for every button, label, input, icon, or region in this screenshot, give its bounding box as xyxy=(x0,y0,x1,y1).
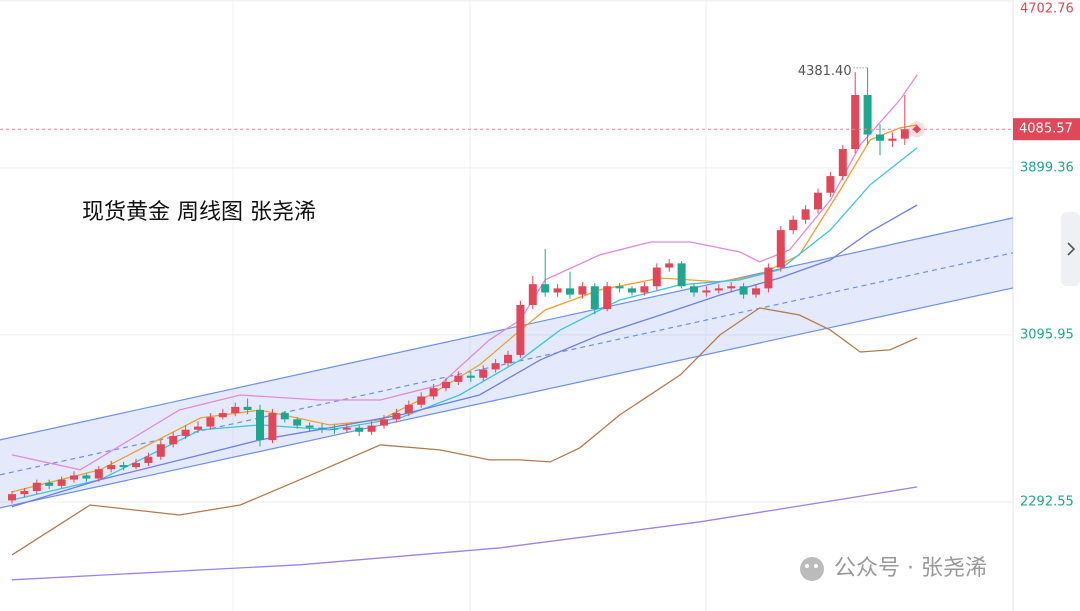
candle-body xyxy=(652,267,661,287)
candle-body xyxy=(218,413,227,418)
candle-body xyxy=(615,286,624,289)
candle-body xyxy=(181,429,190,436)
candle-body xyxy=(863,95,872,135)
candle-body xyxy=(454,375,463,382)
candle-body xyxy=(45,482,54,486)
y-tick-label: 4702.76 xyxy=(1020,2,1074,17)
candle-body xyxy=(504,354,512,364)
icon-dot xyxy=(814,564,818,568)
y-tick-label: 3899.36 xyxy=(1020,160,1074,175)
chevron[interactable] xyxy=(1067,242,1076,256)
candle-body xyxy=(677,263,686,287)
ma-line xyxy=(11,486,918,581)
candle-body xyxy=(256,409,264,441)
candle-body xyxy=(355,427,364,432)
candle-body xyxy=(541,284,550,293)
candle-body xyxy=(132,462,140,468)
candle-body xyxy=(417,396,426,405)
candle-body xyxy=(231,406,240,414)
candle-body xyxy=(156,444,165,457)
candle-body xyxy=(280,413,289,420)
candle-body xyxy=(305,425,314,428)
candle-body xyxy=(293,419,302,426)
ma-line xyxy=(11,307,918,556)
candle-body xyxy=(57,479,66,486)
candle-body xyxy=(107,465,116,470)
candle-body xyxy=(194,426,202,430)
ma-line xyxy=(11,204,918,508)
candle-body xyxy=(516,304,525,355)
y-tick-label: 3095.95 xyxy=(1020,327,1074,342)
icon-dot xyxy=(805,564,809,568)
candle-body xyxy=(851,95,860,150)
candle-body xyxy=(404,404,413,414)
y-tick-label: 2292.55 xyxy=(1020,494,1074,509)
candle-body xyxy=(553,288,562,293)
candle-body xyxy=(70,475,78,480)
chart-title: 现货黄金 周线图 张尧浠 xyxy=(82,200,316,225)
candle-body xyxy=(640,286,649,293)
candle-body xyxy=(826,176,835,193)
candle-body xyxy=(119,465,128,468)
ma-line xyxy=(11,74,918,471)
candle-body xyxy=(776,230,785,268)
expand-button-bg[interactable] xyxy=(1061,212,1080,286)
candle-body xyxy=(342,427,351,430)
last-price-box xyxy=(1013,118,1080,141)
watermark: 公众号 · 张尧浠 xyxy=(800,556,987,581)
candle-body xyxy=(739,286,748,295)
high-annotation: 4381.40 xyxy=(798,64,852,79)
candle-body xyxy=(876,134,884,141)
candle-body xyxy=(764,267,773,289)
candle-body xyxy=(603,286,612,310)
candle-body xyxy=(578,286,587,295)
candle-body xyxy=(838,149,847,177)
ma-line xyxy=(11,147,918,501)
candle-body xyxy=(801,209,810,220)
candle-body xyxy=(442,381,450,389)
candle-body xyxy=(367,425,376,432)
candle-body xyxy=(566,288,574,295)
candle-body xyxy=(479,369,488,378)
last-price-label: 4085.57 xyxy=(1019,122,1073,137)
candle-body xyxy=(528,284,537,305)
candle-body xyxy=(392,413,401,420)
candle-body xyxy=(243,406,252,410)
channel-middle xyxy=(0,252,1014,476)
expand-button[interactable] xyxy=(1061,212,1080,286)
candle-body xyxy=(318,427,326,429)
channel-lower xyxy=(0,287,1014,509)
candle-body xyxy=(789,219,798,231)
candle-body xyxy=(32,482,41,492)
candle-body xyxy=(491,363,500,370)
candle-body xyxy=(702,290,711,293)
candle-body xyxy=(144,456,153,463)
candle-body xyxy=(628,288,636,293)
candle-body xyxy=(330,428,339,430)
candle-body xyxy=(752,288,760,295)
candle-body xyxy=(429,388,438,397)
candle-body xyxy=(466,375,475,378)
plot: 2292.55 3095.95 3899.36 4702.76 4381.40 xyxy=(0,0,1074,581)
candle-body xyxy=(900,129,909,139)
candle-body xyxy=(888,138,897,141)
candle-body xyxy=(665,263,674,268)
candle-body xyxy=(82,475,91,479)
candle-body xyxy=(727,286,736,289)
candle-body xyxy=(206,417,215,427)
candle-body xyxy=(268,413,277,441)
candle-body xyxy=(690,286,698,293)
candle-body xyxy=(714,288,723,291)
candle-body xyxy=(380,419,388,426)
candle-body xyxy=(814,192,822,210)
candle-body xyxy=(20,491,29,495)
candle-body xyxy=(590,286,599,310)
candle-body xyxy=(169,435,178,445)
candle-body xyxy=(8,494,16,501)
watermark-text: 公众号 · 张尧浠 xyxy=(834,556,987,581)
candle-body xyxy=(94,469,103,479)
wechat-icon xyxy=(800,557,824,581)
